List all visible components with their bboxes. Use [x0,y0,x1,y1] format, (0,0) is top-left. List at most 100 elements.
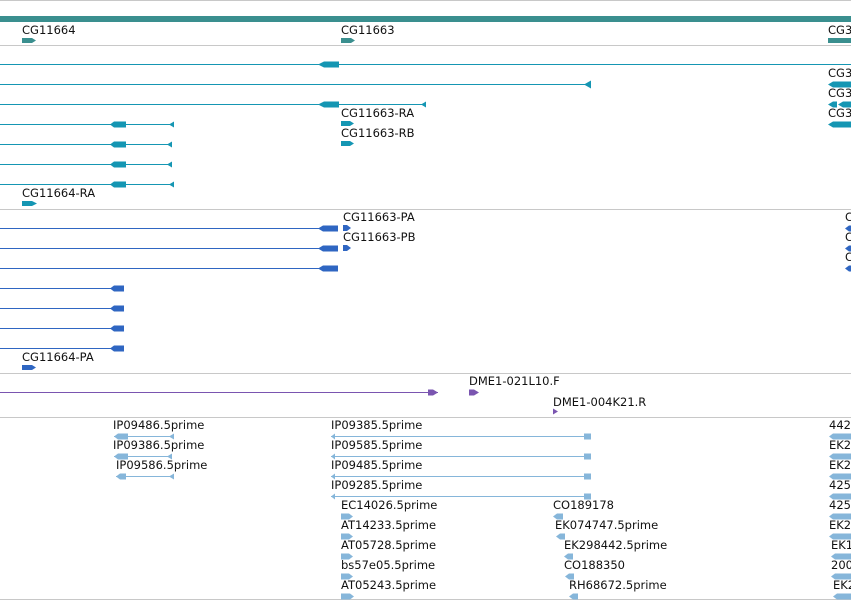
cdna-exon [829,533,851,540]
cdna-exon [564,553,573,560]
cdna-label[interactable]: IP09585.5prime [331,438,422,452]
protein-exon [318,225,328,232]
cdna-label[interactable]: EK2 [829,438,851,452]
gene-label[interactable]: CG3 [828,23,851,37]
cdna-label[interactable]: EK298442.5prime [564,538,667,552]
cdna-exon [341,533,353,540]
cdna-exon [167,453,172,460]
exon [169,121,174,128]
cdna-exon [341,553,353,560]
cdna-exon [831,573,851,580]
protein-exon [845,245,851,252]
cdna-exon [831,553,851,560]
cdna-label[interactable]: 200 [831,558,851,572]
cdna-label[interactable]: IP09486.5prime [113,418,204,432]
cdna-exon [553,513,563,520]
cdna-exon [331,493,335,500]
protein-exon [110,325,124,332]
protein-label[interactable]: C [845,210,851,224]
protein-exon [343,225,351,231]
cdna-label[interactable]: RH68672.5prime [569,578,667,592]
gene-track: CG11664 CG11663 CG3 [0,16,851,43]
transcript-label[interactable]: CG3 [828,66,851,80]
cdna-label[interactable]: IP09285.5prime [331,478,422,492]
cdna-label[interactable]: EK2 [829,518,851,532]
cdna-exon [829,453,851,460]
est-track: DME1-021L10.F DME1-004K21.R [0,374,646,415]
cdna-exon [331,433,335,440]
cdna-label[interactable]: IP09385.5prime [331,418,422,432]
protein-exon [22,365,36,370]
cdna-exon [331,473,335,480]
cdna-exon [556,533,565,540]
cdna-exon [114,453,128,460]
cdna-track: IP09486.5prime IP09386.5prime IP09586.5p… [113,418,851,600]
gene-feature[interactable] [22,38,36,43]
transcript-label[interactable]: CG11664-RA [22,186,95,200]
protein-exon [328,225,338,232]
exon [828,121,851,128]
cdna-label[interactable]: EK2 [829,458,851,472]
est-label[interactable]: DME1-004K21.R [553,395,646,409]
protein-exon [110,345,124,352]
cdna-label[interactable]: AT14233.5prime [341,518,436,532]
cdna-label[interactable]: AT05243.5prime [341,578,436,592]
protein-label[interactable]: CG11663-PA [343,210,415,224]
protein-exon [318,245,328,252]
cdna-exon [565,573,574,580]
protein-exon [845,265,851,272]
exon [421,101,426,108]
gene-label[interactable]: CG11663 [341,23,395,37]
cdna-label[interactable]: EK1 [831,538,851,552]
protein-exon [318,265,338,272]
exon [110,161,126,168]
exon [22,201,37,206]
exon [828,81,851,88]
transcript-label[interactable]: CG3 [828,86,851,100]
exon [318,61,339,68]
cdna-label[interactable]: IP09586.5prime [116,458,207,472]
protein-label[interactable]: CG11663-PB [343,230,416,244]
gene-label[interactable]: CG11664 [22,23,76,37]
protein-exon [110,285,124,292]
cdna-label[interactable]: EC14026.5prime [341,498,437,512]
cdna-label[interactable]: 425 [829,478,851,492]
transcript-label[interactable]: CG11663-RA [341,106,414,120]
gene-feature[interactable] [828,38,851,43]
exon [110,181,126,188]
cdna-label[interactable]: bs57e05.5prime [341,558,435,572]
protein-label[interactable]: C [845,230,851,244]
exon [110,121,126,128]
exon [828,101,837,108]
exon [110,141,126,148]
protein-exon [343,245,351,251]
cdna-exon [169,433,174,440]
protein-label[interactable]: CG11664-PA [22,350,94,364]
cdna-exon [833,593,851,600]
transcript-label[interactable]: CG3 [828,106,851,120]
cdna-label[interactable]: IP09485.5prime [331,458,422,472]
cdna-label[interactable]: CO189178 [553,498,614,512]
protein-label[interactable]: C [845,250,851,264]
cdna-label[interactable]: EK074747.5prime [555,518,658,532]
protein-exon [110,305,124,312]
gene-feature[interactable] [341,38,355,43]
cdna-exon [584,473,591,480]
cdna-label[interactable]: EK2 [833,578,851,592]
cdna-label[interactable]: CO188350 [564,558,625,572]
cdna-label[interactable]: 425 [829,498,851,512]
est-label[interactable]: DME1-021L10.F [469,374,560,388]
cdna-label[interactable]: 442 [829,418,851,432]
protein-exon [845,225,851,232]
cdna-exon [116,473,126,480]
est-exon [469,389,479,396]
est-exon [553,408,558,415]
exon [167,161,172,168]
cdna-exon [829,433,851,440]
cdna-label[interactable]: IP09386.5prime [113,438,204,452]
transcript-label[interactable]: CG11663-RB [341,126,415,140]
cdna-exon [169,473,174,480]
cdna-label[interactable]: AT05728.5prime [341,538,436,552]
protein-track: CG11663-PA CG11663-PB CG11664-PA C C C [0,210,851,370]
